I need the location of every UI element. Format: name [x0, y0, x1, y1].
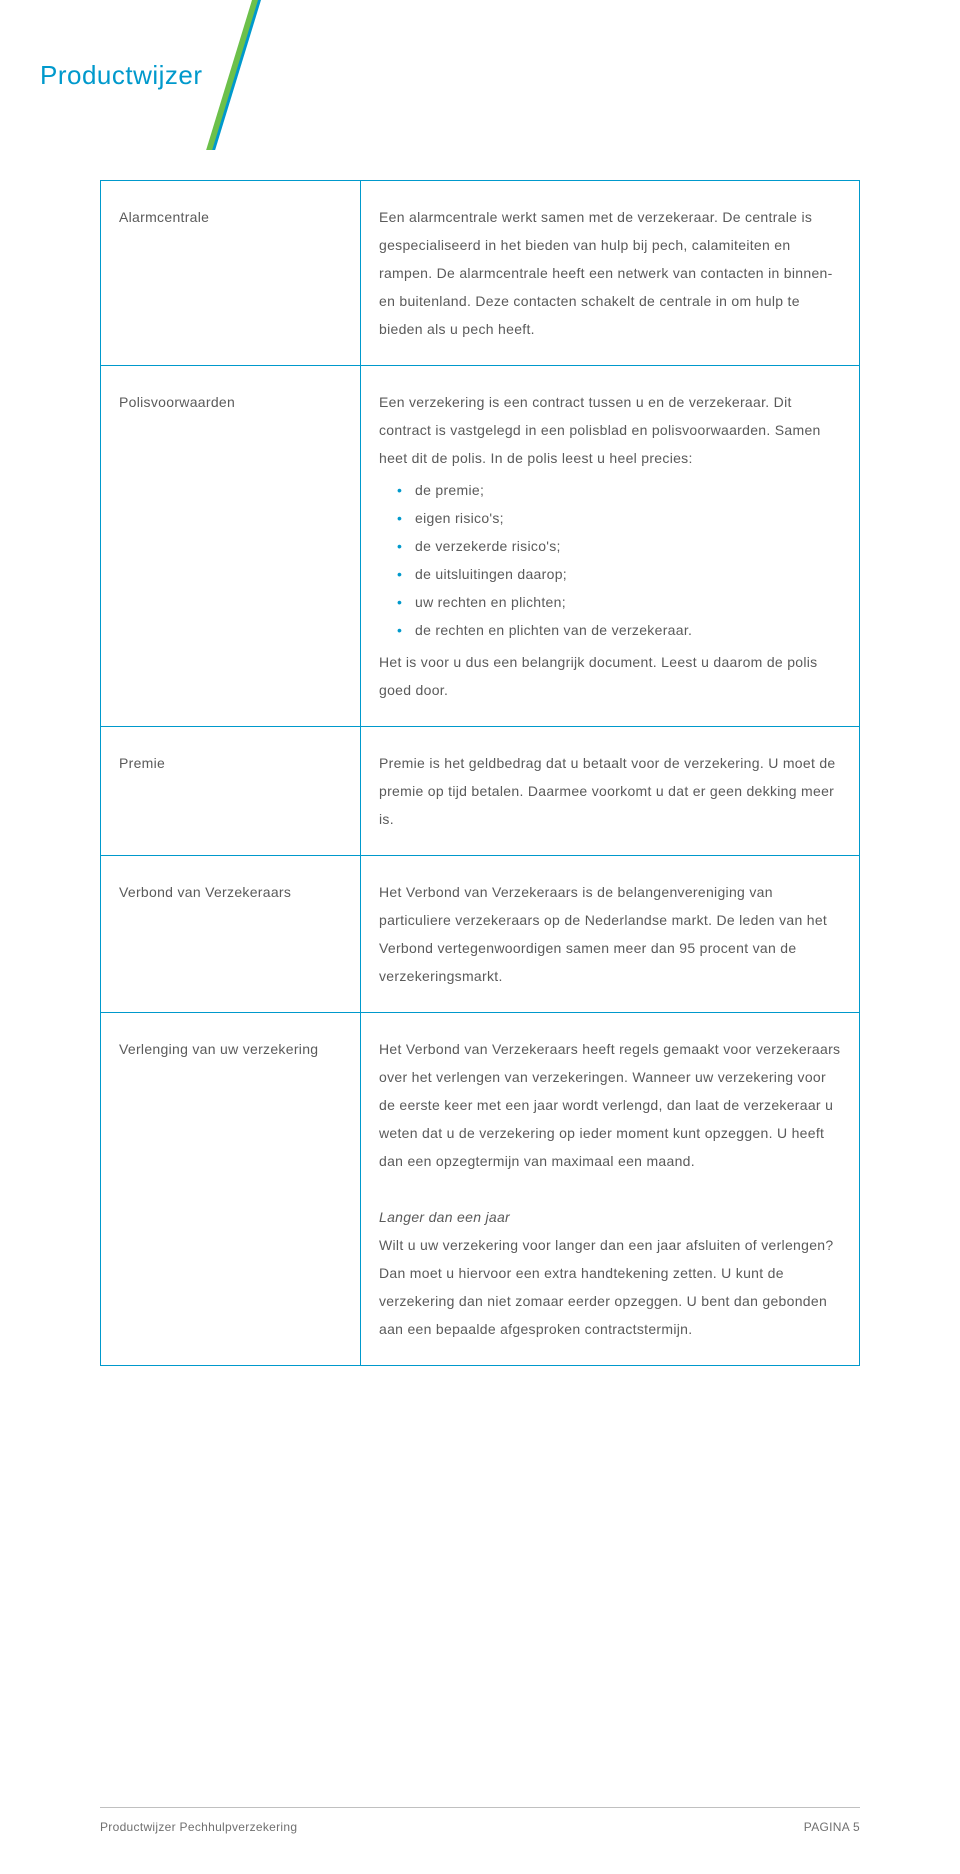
bullet-item: de uitsluitingen daarop;	[397, 560, 841, 588]
definition-cell: Premie is het geldbedrag dat u betaalt v…	[361, 727, 860, 856]
page-footer: Productwijzer Pechhulpverzekering PAGINA…	[100, 1807, 860, 1834]
term-cell: Verbond van Verzekeraars	[101, 856, 361, 1013]
definition-bullets: de premie; eigen risico's; de verzekerde…	[379, 476, 841, 644]
definition-cell: Een verzekering is een contract tussen u…	[361, 366, 860, 727]
brand-slash-icon	[240, 0, 300, 150]
term-cell: Verlenging van uw verzekering	[101, 1013, 361, 1366]
bullet-item: de verzekerde risico's;	[397, 532, 841, 560]
bullet-item: uw rechten en plichten;	[397, 588, 841, 616]
bullet-item: de premie;	[397, 476, 841, 504]
bullet-item: eigen risico's;	[397, 504, 841, 532]
definitions-table-container: Alarmcentrale Een alarmcentrale werkt sa…	[100, 180, 860, 1366]
table-row: Verlenging van uw verzekering Het Verbon…	[101, 1013, 860, 1366]
definition-intro: Een verzekering is een contract tussen u…	[379, 394, 821, 466]
page-title: Productwijzer	[40, 60, 203, 91]
definitions-table: Alarmcentrale Een alarmcentrale werkt sa…	[100, 180, 860, 1366]
definition-cell: Het Verbond van Verzekeraars is de belan…	[361, 856, 860, 1013]
term-cell: Premie	[101, 727, 361, 856]
bullet-item: de rechten en plichten van de verzekeraa…	[397, 616, 841, 644]
definition-outro: Het is voor u dus een belangrijk documen…	[379, 654, 818, 698]
definition-para2: Wilt u uw verzekering voor langer dan ee…	[379, 1237, 833, 1337]
table-row: Verbond van Verzekeraars Het Verbond van…	[101, 856, 860, 1013]
table-row: Alarmcentrale Een alarmcentrale werkt sa…	[101, 181, 860, 366]
slash-blue	[212, 0, 261, 150]
sub-heading: Langer dan een jaar	[379, 1203, 841, 1231]
definition-cell: Het Verbond van Verzekeraars heeft regel…	[361, 1013, 860, 1366]
footer-page-number: PAGINA 5	[804, 1820, 860, 1834]
term-cell: Alarmcentrale	[101, 181, 361, 366]
page-header: Productwijzer	[40, 60, 203, 91]
definition-cell: Een alarmcentrale werkt samen met de ver…	[361, 181, 860, 366]
table-row: Premie Premie is het geldbedrag dat u be…	[101, 727, 860, 856]
footer-doc-title: Productwijzer Pechhulpverzekering	[100, 1820, 297, 1834]
table-row: Polisvoorwaarden Een verzekering is een …	[101, 366, 860, 727]
term-cell: Polisvoorwaarden	[101, 366, 361, 727]
definition-para1: Het Verbond van Verzekeraars heeft regel…	[379, 1041, 840, 1169]
